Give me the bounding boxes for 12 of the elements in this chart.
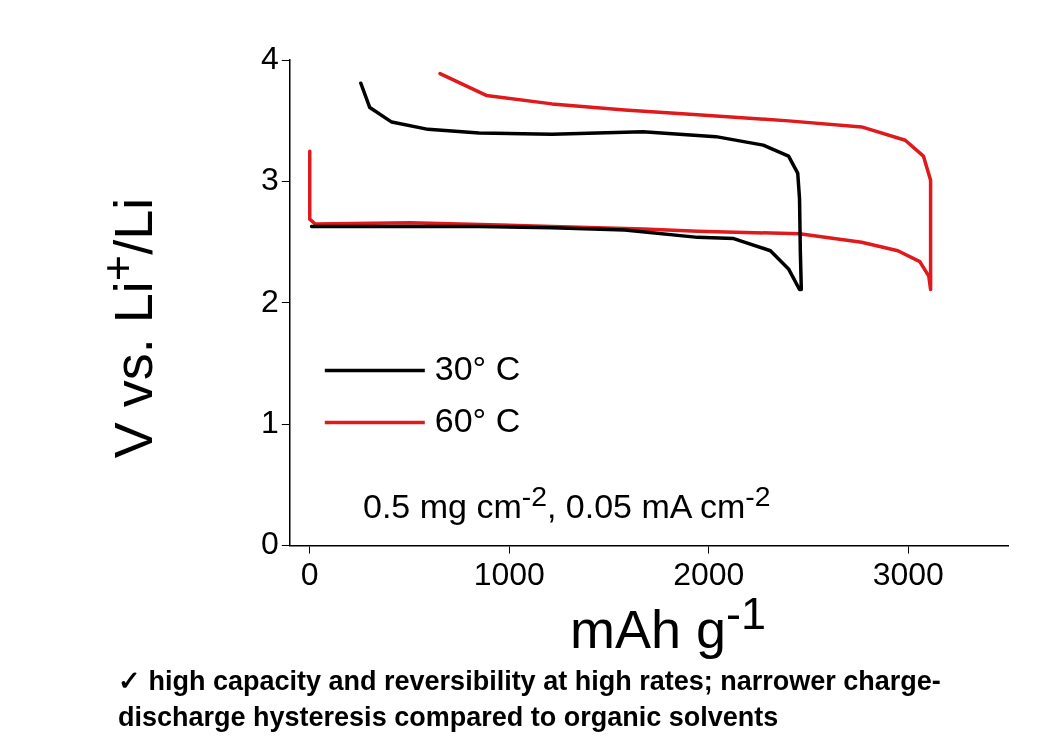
y-tick-label: 1 (261, 404, 279, 441)
y-tick-label: 2 (261, 282, 279, 319)
annotation: 0.5 mg cm$^{-2}$, 0.05 mA cm$^{-2}$ (363, 479, 771, 526)
y-tick-label: 0 (261, 525, 279, 562)
x-tick-label: 1000 (473, 555, 545, 592)
legend-label: 30° C (434, 348, 521, 387)
y-tick-label: 3 (261, 161, 279, 198)
legend-label: 60° C (434, 400, 521, 439)
text: ✓ high capacity and reversibility at high rates; narrower charge-discharge hysteresis compared to organic solvents (118, 665, 942, 734)
y-tick-label: 4 (261, 40, 279, 77)
x-tick-label: 0 (300, 555, 319, 592)
x-tick-label: 3000 (872, 555, 944, 592)
